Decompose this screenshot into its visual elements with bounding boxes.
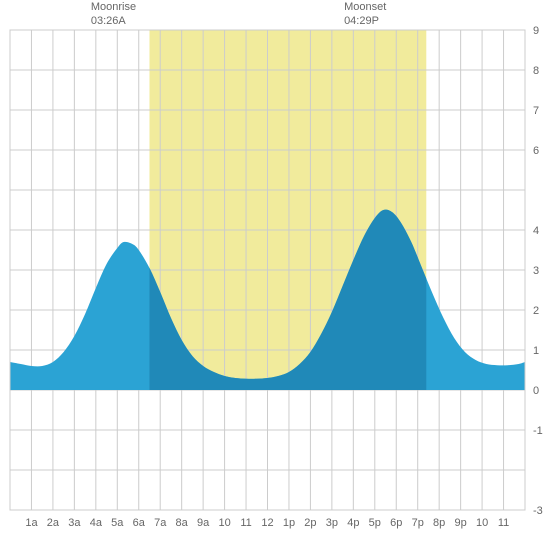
svg-text:4p: 4p [347,517,359,529]
moonrise-title: Moonrise [91,0,136,14]
moonset-time: 04:29P [344,14,386,28]
svg-text:4: 4 [533,225,539,237]
svg-text:9p: 9p [455,517,467,529]
svg-text:11: 11 [240,517,251,529]
svg-text:2: 2 [533,305,539,317]
svg-text:6a: 6a [133,517,146,529]
svg-text:3: 3 [533,265,539,277]
svg-text:1p: 1p [283,517,295,529]
moonrise-time: 03:26A [91,14,136,28]
svg-text:1: 1 [533,345,539,357]
svg-text:6: 6 [533,145,539,157]
svg-text:10: 10 [476,517,488,529]
chart-svg: 1a2a3a4a5a6a7a8a9a1011121p2p3p4p5p6p7p8p… [0,0,550,550]
svg-text:2p: 2p [304,517,316,529]
svg-text:5p: 5p [369,517,381,529]
svg-text:12: 12 [261,517,273,529]
svg-text:-1: -1 [533,425,543,437]
svg-text:1a: 1a [25,517,38,529]
svg-text:9: 9 [533,25,539,37]
svg-text:10: 10 [218,517,230,529]
tide-chart: Moonrise 03:26A Moonset 04:29P 1a 2a 3a 4a 5… [0,0,550,550]
svg-text:-3: -3 [533,505,543,517]
svg-text:7a: 7a [154,517,167,529]
svg-text:9a: 9a [197,517,210,529]
svg-text:5a: 5a [111,517,124,529]
svg-text:0: 0 [533,385,539,397]
svg-text:6p: 6p [390,517,402,529]
svg-text:2a: 2a [47,517,60,529]
svg-text:4a: 4a [90,517,103,529]
moonset-title: Moonset [344,0,386,14]
svg-text:3a: 3a [68,517,81,529]
svg-text:7p: 7p [412,517,424,529]
svg-text:7: 7 [533,105,539,117]
svg-text:8p: 8p [433,517,445,529]
svg-text:3p: 3p [326,517,338,529]
svg-text:8: 8 [533,65,539,77]
svg-text:11: 11 [498,517,509,529]
moonrise-label: Moonrise 03:26A [91,0,136,29]
moonset-label: Moonset 04:29P [344,0,386,29]
svg-text:8a: 8a [176,517,189,529]
